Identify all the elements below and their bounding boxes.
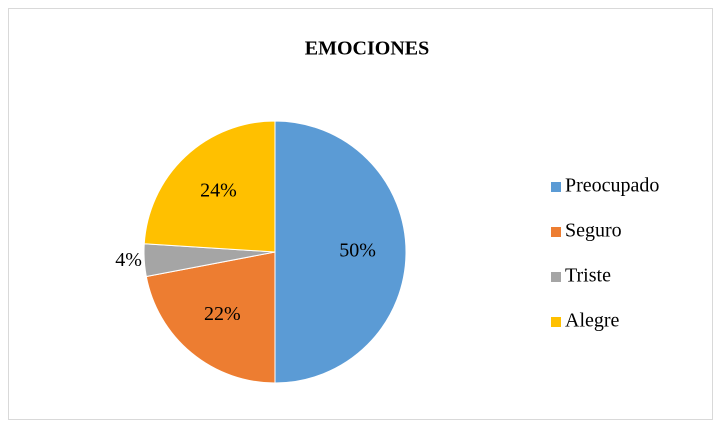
- legend-swatch: [551, 182, 561, 192]
- legend-label: Seguro: [565, 220, 622, 242]
- legend-label: Preocupado: [565, 175, 659, 197]
- legend-label: Alegre: [565, 310, 620, 332]
- data-label: 22%: [204, 303, 241, 325]
- chart-title: EMOCIONES: [305, 38, 429, 60]
- data-label: 24%: [200, 179, 237, 201]
- pie-slice: [145, 251, 276, 384]
- data-label: 50%: [339, 240, 376, 262]
- legend-swatch: [551, 317, 561, 327]
- pie-slice: [143, 120, 276, 253]
- pie-slice: [274, 120, 407, 384]
- legend-swatch: [551, 227, 561, 237]
- data-label: 4%: [115, 249, 142, 271]
- legend-label: Triste: [565, 265, 611, 287]
- legend-swatch: [551, 272, 561, 282]
